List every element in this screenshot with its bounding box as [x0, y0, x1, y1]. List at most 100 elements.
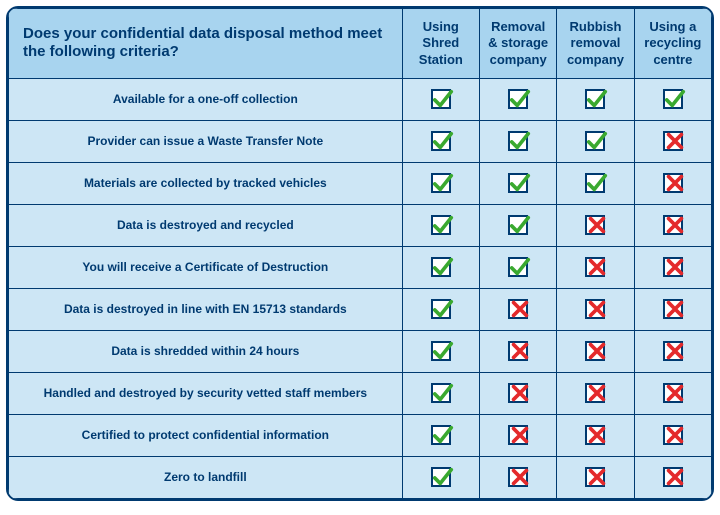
- cell: [634, 288, 711, 330]
- header-question: Does your confidential data disposal met…: [9, 9, 403, 79]
- cross-icon: [585, 425, 605, 445]
- check-icon: [431, 89, 451, 109]
- cross-icon: [663, 257, 683, 277]
- cell: [634, 120, 711, 162]
- cell: [557, 120, 634, 162]
- cell: [402, 246, 479, 288]
- cell: [557, 456, 634, 498]
- cell: [557, 414, 634, 456]
- comparison-table: Does your confidential data disposal met…: [6, 6, 714, 501]
- cell: [634, 456, 711, 498]
- cross-icon: [508, 341, 528, 361]
- cell: [402, 414, 479, 456]
- header-provider-1: Removal & storage company: [480, 9, 557, 79]
- cell: [557, 372, 634, 414]
- criteria-label: Available for a one-off collection: [9, 78, 403, 120]
- cross-icon: [663, 299, 683, 319]
- table-row: You will receive a Certificate of Destru…: [9, 246, 712, 288]
- criteria-label: Provider can issue a Waste Transfer Note: [9, 120, 403, 162]
- check-icon: [508, 215, 528, 235]
- check-icon: [663, 89, 683, 109]
- cell: [480, 246, 557, 288]
- check-icon: [431, 173, 451, 193]
- criteria-label: Certified to protect confidential inform…: [9, 414, 403, 456]
- header-provider-2: Rubbish removal company: [557, 9, 634, 79]
- table-row: Data is shredded within 24 hours: [9, 330, 712, 372]
- table-row: Zero to landfill: [9, 456, 712, 498]
- criteria-label: Handled and destroyed by security vetted…: [9, 372, 403, 414]
- table-row: Materials are collected by tracked vehic…: [9, 162, 712, 204]
- criteria-label: Materials are collected by tracked vehic…: [9, 162, 403, 204]
- cell: [480, 456, 557, 498]
- cross-icon: [663, 467, 683, 487]
- check-icon: [431, 467, 451, 487]
- check-icon: [508, 173, 528, 193]
- cell: [402, 162, 479, 204]
- table: Does your confidential data disposal met…: [8, 8, 712, 499]
- table-row: Provider can issue a Waste Transfer Note: [9, 120, 712, 162]
- cell: [557, 246, 634, 288]
- criteria-label: Data is destroyed and recycled: [9, 204, 403, 246]
- check-icon: [508, 131, 528, 151]
- table-row: Data is destroyed in line with EN 15713 …: [9, 288, 712, 330]
- cell: [480, 204, 557, 246]
- cell: [634, 414, 711, 456]
- cross-icon: [663, 425, 683, 445]
- table-row: Available for a one-off collection: [9, 78, 712, 120]
- cross-icon: [585, 299, 605, 319]
- cell: [480, 78, 557, 120]
- check-icon: [585, 173, 605, 193]
- cell: [557, 288, 634, 330]
- cell: [557, 162, 634, 204]
- cell: [402, 78, 479, 120]
- criteria-label: Data is destroyed in line with EN 15713 …: [9, 288, 403, 330]
- check-icon: [431, 425, 451, 445]
- cell: [402, 330, 479, 372]
- table-row: Handled and destroyed by security vetted…: [9, 372, 712, 414]
- cross-icon: [585, 383, 605, 403]
- table-row: Data is destroyed and recycled: [9, 204, 712, 246]
- check-icon: [431, 383, 451, 403]
- table-header-row: Does your confidential data disposal met…: [9, 9, 712, 79]
- cell: [402, 288, 479, 330]
- check-icon: [585, 131, 605, 151]
- header-provider-3: Using a recycling centre: [634, 9, 711, 79]
- criteria-label: You will receive a Certificate of Destru…: [9, 246, 403, 288]
- cell: [402, 372, 479, 414]
- cross-icon: [585, 341, 605, 361]
- cross-icon: [508, 299, 528, 319]
- cross-icon: [585, 257, 605, 277]
- cell: [557, 330, 634, 372]
- criteria-label: Zero to landfill: [9, 456, 403, 498]
- cell: [634, 78, 711, 120]
- cell: [480, 372, 557, 414]
- cell: [480, 414, 557, 456]
- cross-icon: [663, 173, 683, 193]
- cell: [402, 456, 479, 498]
- cross-icon: [585, 467, 605, 487]
- cell: [480, 120, 557, 162]
- check-icon: [431, 257, 451, 277]
- header-provider-0: Using Shred Station: [402, 9, 479, 79]
- check-icon: [431, 299, 451, 319]
- cross-icon: [508, 425, 528, 445]
- cell: [480, 162, 557, 204]
- cross-icon: [663, 383, 683, 403]
- check-icon: [431, 341, 451, 361]
- table-row: Certified to protect confidential inform…: [9, 414, 712, 456]
- cell: [634, 204, 711, 246]
- cell: [634, 372, 711, 414]
- cross-icon: [508, 383, 528, 403]
- cell: [402, 120, 479, 162]
- cell: [634, 330, 711, 372]
- cell: [634, 246, 711, 288]
- cell: [634, 162, 711, 204]
- cell: [480, 330, 557, 372]
- cross-icon: [585, 215, 605, 235]
- check-icon: [431, 131, 451, 151]
- cross-icon: [663, 131, 683, 151]
- check-icon: [508, 257, 528, 277]
- cell: [557, 204, 634, 246]
- cross-icon: [663, 341, 683, 361]
- check-icon: [431, 215, 451, 235]
